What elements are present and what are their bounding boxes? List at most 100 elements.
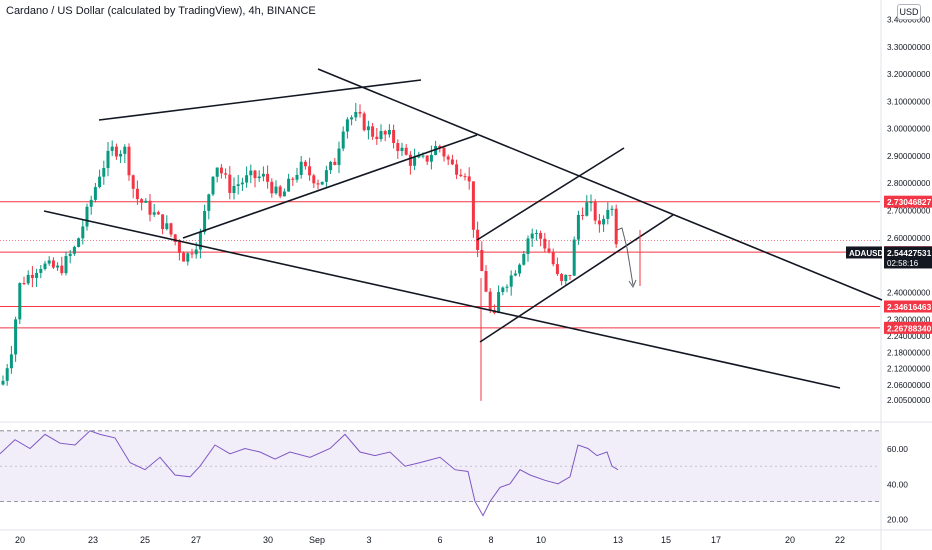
candle (156, 210, 160, 215)
candle-body (18, 283, 22, 320)
candle-body (404, 147, 408, 155)
candle-body (295, 174, 299, 180)
rsi-tick-label: 20.00 (887, 515, 908, 525)
candle (568, 274, 572, 280)
candle (551, 248, 555, 267)
candle-body (446, 156, 450, 160)
candle (585, 195, 589, 217)
candle (396, 139, 400, 159)
candle (140, 197, 144, 211)
trendline[interactable] (98, 79, 422, 121)
candle-body (211, 176, 215, 195)
candle-body (358, 111, 362, 114)
candle (463, 173, 467, 181)
candle (350, 115, 354, 126)
candle (119, 150, 123, 164)
time-axis[interactable]: 20 23 25 27 30 Sep 3 6 8 10 13 15 17 20 22 (15, 535, 845, 545)
candle-body (47, 260, 51, 264)
candle (429, 145, 433, 170)
candle (303, 160, 307, 170)
candle-body (400, 147, 404, 152)
candle (497, 285, 501, 314)
candle (169, 222, 173, 238)
last-price-countdown: 02:58:16 (887, 259, 919, 268)
currency-button[interactable]: USD (897, 4, 921, 20)
candle (270, 178, 274, 198)
candle (534, 229, 538, 241)
candle (413, 148, 417, 171)
candle-body (539, 232, 543, 239)
trendline[interactable] (43, 210, 841, 389)
candle-body (156, 212, 160, 215)
candle (589, 194, 593, 212)
candle-body (203, 210, 207, 232)
trendline[interactable] (476, 147, 625, 241)
candle-body (324, 170, 328, 182)
candle-body (383, 131, 387, 135)
candle (362, 111, 366, 132)
symbol-tag: ADAUSD (846, 246, 883, 259)
candle (182, 251, 186, 262)
candle-body (602, 218, 606, 225)
candle (358, 104, 362, 118)
candle-body (392, 129, 396, 144)
candle (43, 260, 47, 271)
candle-body (240, 182, 244, 185)
candle-body (26, 274, 30, 284)
candle (576, 210, 580, 245)
candle (408, 151, 412, 175)
time-tick-label: 20 (15, 535, 25, 545)
candle-body (190, 253, 194, 255)
candle (547, 240, 551, 254)
price-tick-label: 2.90000000 (887, 152, 931, 161)
time-tick-label: 3 (366, 535, 371, 545)
candle-body (480, 249, 484, 272)
candle-body (165, 223, 169, 230)
projection-path[interactable] (616, 227, 634, 286)
candle (392, 124, 396, 149)
candle (5, 363, 9, 386)
candle (211, 176, 215, 197)
candle-body (232, 186, 236, 193)
candle (9, 346, 13, 374)
candle-body (39, 269, 43, 273)
candle (22, 276, 26, 285)
candle (68, 249, 72, 264)
candle (345, 117, 349, 139)
trendline[interactable] (479, 214, 674, 343)
level-price-tag: 2.34616463 (884, 300, 932, 313)
candle (127, 143, 131, 181)
candle-body (350, 117, 354, 120)
candle-body (152, 212, 156, 215)
trendlines-layer[interactable] (43, 68, 883, 389)
price-axis[interactable]: 3.40000000 3.30000000 3.20000000 3.10000000… (887, 16, 931, 405)
price-tick-label: 2.30000000 (887, 316, 931, 325)
candle-body (261, 173, 265, 177)
candle-body (597, 220, 601, 225)
candle (219, 163, 223, 179)
candle-body (534, 232, 538, 234)
candle-body (1, 380, 5, 385)
candle (308, 157, 312, 181)
candle (509, 270, 513, 296)
candle-body (543, 238, 547, 249)
time-tick-label: 27 (191, 535, 201, 545)
candle-body (484, 271, 488, 292)
trendline[interactable] (317, 68, 883, 301)
candle-body (606, 209, 610, 219)
candle (14, 316, 18, 362)
candle-body (22, 283, 26, 285)
candle-body (93, 187, 97, 200)
candle (354, 102, 358, 122)
time-tick-label: 6 (437, 535, 442, 545)
candle-body (497, 292, 501, 313)
candle-body (110, 146, 114, 151)
candle (526, 235, 530, 262)
candle-body (547, 248, 551, 253)
candle-body (366, 126, 370, 131)
candle (106, 142, 110, 177)
trendline[interactable] (182, 134, 478, 239)
